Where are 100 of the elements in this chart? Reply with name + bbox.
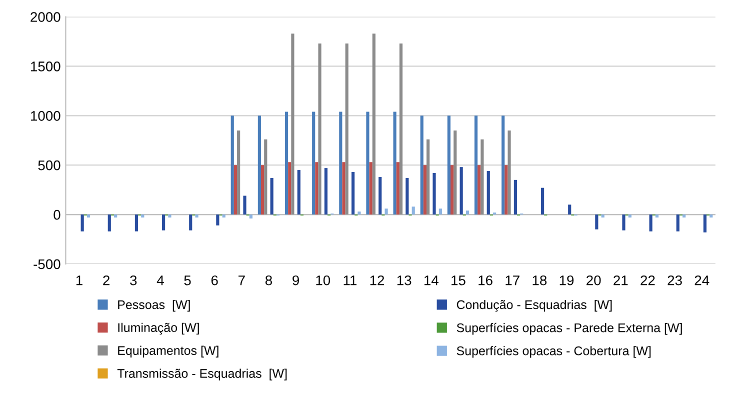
- bar: [260, 165, 264, 215]
- x-tick-label: 24: [694, 275, 710, 286]
- bar: [474, 116, 478, 215]
- bar: [243, 196, 246, 215]
- x-tick-label: 19: [560, 275, 574, 286]
- bar: [396, 162, 400, 215]
- bar: [351, 172, 355, 215]
- bar: [195, 214, 198, 218]
- bar: [622, 214, 626, 230]
- bar: [108, 214, 111, 232]
- x-tick-label: 11: [344, 276, 356, 286]
- bar: [114, 214, 118, 218]
- bar: [682, 214, 686, 218]
- legend-label: Iluminação [W]: [118, 322, 199, 335]
- bar: [540, 188, 544, 215]
- x-tick-label: 10: [316, 275, 330, 286]
- bar: [345, 43, 348, 215]
- bar: [412, 206, 415, 215]
- x-tick-label: 4: [156, 276, 164, 286]
- x-tick-label: 13: [397, 275, 412, 286]
- bar: [284, 112, 288, 215]
- bar: [258, 116, 261, 215]
- bar: [230, 116, 234, 215]
- x-tick-label: 6: [211, 275, 218, 286]
- bar: [454, 130, 457, 215]
- bar: [264, 139, 268, 215]
- legend-label: Pessoas [W]: [118, 300, 190, 312]
- bar: [710, 214, 713, 218]
- bar: [480, 139, 484, 215]
- x-tick-label: 12: [370, 275, 384, 286]
- bar: [393, 112, 396, 215]
- bar: [80, 214, 84, 232]
- bar: [406, 178, 409, 215]
- bar: [460, 167, 463, 215]
- legend-label: Condução - Esquadrias [W]: [456, 300, 612, 312]
- legend-label: Transmissão - Esquadrias [W]: [117, 368, 287, 380]
- x-tick-label: 9: [292, 275, 300, 286]
- bar: [291, 34, 294, 215]
- x-tick-label: 18: [532, 275, 547, 286]
- x-tick-label: 14: [424, 276, 438, 286]
- bar: [447, 116, 450, 215]
- bar: [502, 116, 505, 215]
- bar: [141, 214, 144, 218]
- bar: [466, 210, 470, 215]
- bar: [438, 208, 442, 215]
- bar: [423, 165, 427, 215]
- bar: [378, 176, 382, 215]
- y-tick-label: -500: [34, 259, 60, 270]
- y-tick-label: 2000: [30, 12, 60, 22]
- bar: [628, 214, 632, 218]
- bar: [342, 162, 346, 215]
- bar: [514, 180, 518, 215]
- bar: [595, 214, 598, 230]
- x-tick-label: 5: [184, 276, 191, 286]
- x-tick-label: 15: [452, 276, 466, 286]
- bar: [426, 139, 430, 215]
- bar: [384, 208, 388, 215]
- bar: [372, 34, 376, 215]
- bar: [568, 204, 572, 215]
- bar: [189, 214, 192, 230]
- bar: [486, 171, 490, 215]
- bar: [288, 162, 292, 215]
- bar: [369, 162, 372, 215]
- bar: [649, 214, 652, 232]
- legend-label: Equipamentos [W]: [118, 346, 218, 358]
- y-tick-label: 500: [38, 160, 60, 170]
- bar: [504, 165, 508, 215]
- bar: [134, 214, 138, 232]
- bar: [676, 214, 680, 232]
- bar: [324, 168, 328, 215]
- x-tick-label: 3: [130, 275, 137, 286]
- x-tick-label: 23: [668, 275, 682, 286]
- bar: [601, 214, 604, 218]
- y-tick-label: 1000: [31, 110, 60, 121]
- bar: [478, 165, 481, 215]
- y-tick-label: 1500: [31, 62, 60, 72]
- legend-label: Superfícies opacas - Cobertura [W]: [456, 346, 651, 358]
- bar: [432, 172, 436, 215]
- bar: [399, 43, 403, 215]
- x-tick-label: 20: [586, 275, 601, 286]
- bar: [339, 112, 342, 215]
- bar: [222, 214, 226, 218]
- bar: [297, 170, 300, 215]
- bar: [270, 178, 274, 215]
- x-tick-label: 8: [265, 275, 272, 286]
- y-tick-label: 0: [54, 210, 60, 220]
- bar: [703, 214, 707, 232]
- x-tick-label: 17: [506, 276, 520, 286]
- bar: [168, 214, 172, 218]
- bar: [312, 112, 316, 215]
- bar: [655, 214, 659, 218]
- bar: [216, 214, 220, 226]
- bar: [358, 212, 361, 215]
- bar: [318, 43, 322, 215]
- x-tick-label: 21: [614, 275, 628, 286]
- legend-label: Superfícies opacas - Parede Externa [W]: [456, 322, 682, 335]
- bar: [420, 116, 424, 215]
- bar: [450, 165, 454, 215]
- bar: [366, 112, 370, 215]
- bar: [237, 130, 240, 215]
